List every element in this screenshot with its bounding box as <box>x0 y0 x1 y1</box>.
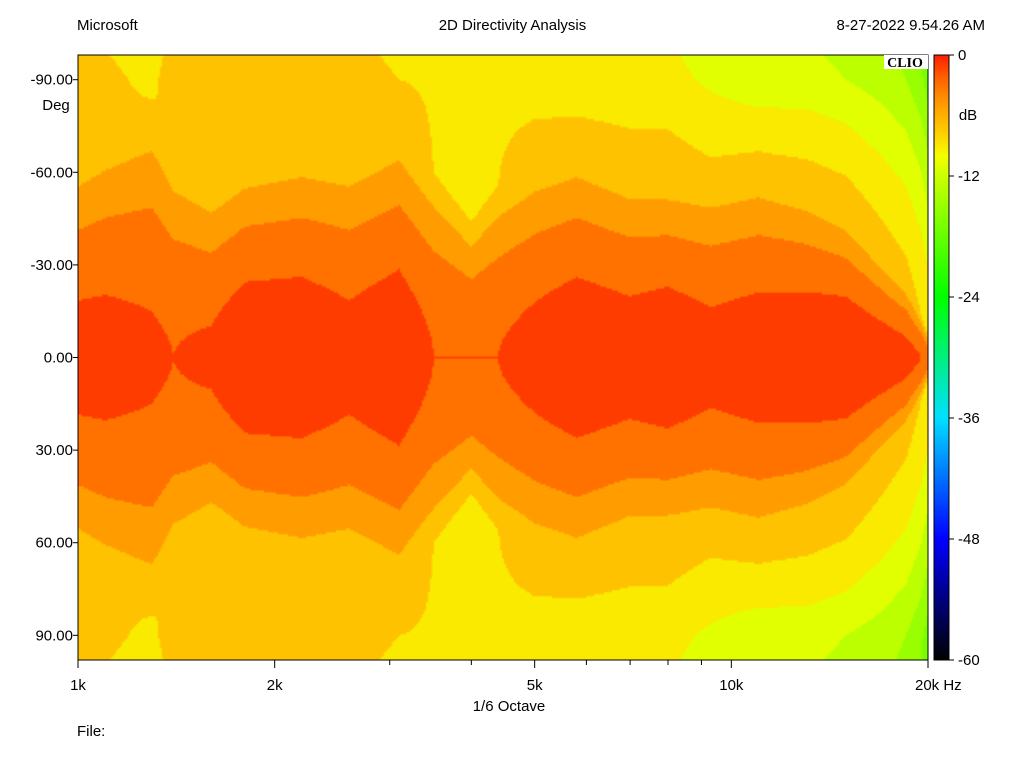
heatmap-image <box>78 55 928 660</box>
colorbar-tick-label: -60 <box>958 652 980 669</box>
colorbar-label: dB <box>959 107 977 124</box>
y-tick-label: 60.00 <box>35 535 73 552</box>
x-tick-label: 2k <box>267 677 283 694</box>
x-tick-label: 1k <box>70 677 86 694</box>
brand-logo: CLIO <box>887 56 923 71</box>
x-tick-label: 10k <box>719 677 744 694</box>
header-left-label: Microsoft <box>77 17 138 34</box>
colorbar-tick-label: 0 <box>958 47 966 64</box>
colorbar-tick-label: -12 <box>958 168 980 185</box>
y-tick-label: 30.00 <box>35 442 73 459</box>
y-tick-label: -60.00 <box>30 164 73 181</box>
colorbar-tick-label: -24 <box>958 289 980 306</box>
y-tick-label: -90.00 <box>30 72 73 89</box>
colorbar-image <box>934 55 949 660</box>
y-axis-label: Deg <box>42 97 70 114</box>
y-tick-label: 0.00 <box>44 350 73 367</box>
colorbar-tick-label: -48 <box>958 531 980 548</box>
y-tick-label: -30.00 <box>30 257 73 274</box>
chart-title: 2D Directivity Analysis <box>438 17 587 34</box>
colorbar-frame <box>933 54 950 661</box>
timestamp: 8-27-2022 9.54.26 AM <box>836 17 985 34</box>
brand-background <box>884 55 928 69</box>
x-tick-label: 20k Hz <box>915 677 962 694</box>
file-label: File: <box>77 723 106 740</box>
y-tick-label: 90.00 <box>35 627 73 644</box>
x-tick-label: 5k <box>527 677 543 694</box>
colorbar-tick-label: -36 <box>958 410 980 427</box>
x-axis-label: 1/6 Octave <box>473 698 546 715</box>
